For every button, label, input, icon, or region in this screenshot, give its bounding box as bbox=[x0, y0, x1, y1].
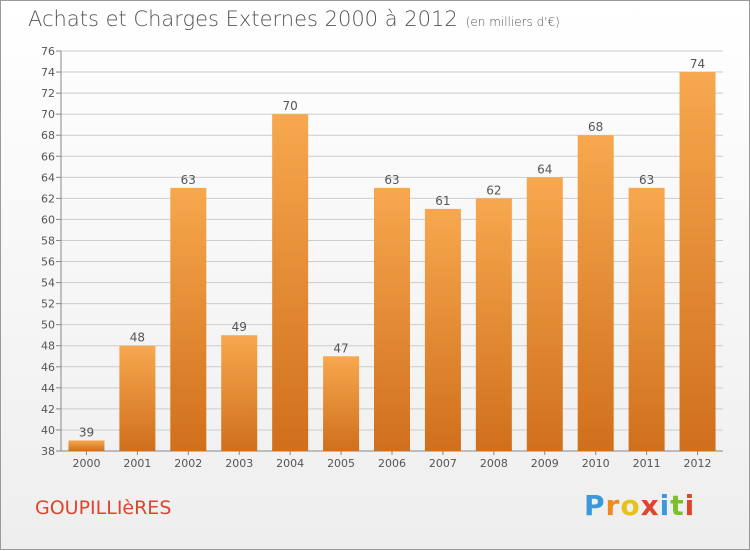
bar-value-label: 49 bbox=[232, 320, 247, 334]
chart-title: Achats et Charges Externes 2000 à 2012 (e… bbox=[28, 7, 560, 31]
x-tick-label: 2006 bbox=[378, 457, 406, 470]
bar-value-label: 63 bbox=[181, 173, 196, 187]
y-tick-label: 66 bbox=[41, 150, 55, 163]
bar bbox=[119, 345, 156, 451]
y-tick-label: 74 bbox=[41, 66, 55, 79]
y-tick-label: 56 bbox=[41, 256, 55, 269]
bar-value-label: 39 bbox=[79, 425, 94, 439]
bar-value-label: 47 bbox=[333, 341, 348, 355]
bar bbox=[323, 356, 360, 451]
logo-letter: r bbox=[605, 489, 621, 522]
y-tick-label: 40 bbox=[41, 424, 55, 437]
bar-value-label: 62 bbox=[486, 183, 501, 197]
y-tick-label: 50 bbox=[41, 319, 55, 332]
logo-letter: t bbox=[670, 489, 685, 522]
y-tick-label: 70 bbox=[41, 108, 55, 121]
x-tick-label: 2003 bbox=[225, 457, 253, 470]
bar bbox=[68, 440, 105, 451]
x-tick-label: 2007 bbox=[429, 457, 457, 470]
bar-value-label: 63 bbox=[384, 173, 399, 187]
y-tick-label: 42 bbox=[41, 403, 55, 416]
x-tick-label: 2000 bbox=[72, 457, 100, 470]
y-tick-label: 46 bbox=[41, 361, 55, 374]
y-tick-label: 38 bbox=[41, 445, 55, 458]
bar-value-label: 74 bbox=[690, 57, 705, 71]
y-tick-label: 60 bbox=[41, 213, 55, 226]
y-tick-label: 44 bbox=[41, 382, 55, 395]
bar bbox=[475, 198, 512, 451]
x-tick-label: 2010 bbox=[582, 457, 610, 470]
bar bbox=[679, 72, 716, 451]
logo-letter: i bbox=[659, 489, 671, 522]
x-tick-label: 2008 bbox=[480, 457, 508, 470]
bar bbox=[374, 187, 410, 451]
y-tick-label: 76 bbox=[41, 45, 55, 58]
bar bbox=[577, 135, 614, 452]
x-tick-label: 2004 bbox=[276, 457, 304, 470]
y-tick-label: 64 bbox=[41, 171, 55, 184]
bar-value-label: 63 bbox=[639, 173, 654, 187]
y-tick-label: 52 bbox=[41, 298, 55, 311]
proxiti-logo: Proxiti bbox=[584, 489, 695, 522]
bar bbox=[170, 187, 207, 451]
logo-letter: i bbox=[684, 489, 696, 522]
y-tick-label: 58 bbox=[41, 234, 55, 247]
bar-value-label: 70 bbox=[283, 99, 298, 113]
bar bbox=[424, 208, 461, 451]
bar bbox=[272, 114, 309, 451]
bar-value-label: 61 bbox=[435, 194, 450, 208]
x-tick-label: 2012 bbox=[684, 457, 712, 470]
bar bbox=[221, 335, 258, 451]
logo-letter: o bbox=[620, 489, 641, 522]
logo-letter: x bbox=[640, 489, 660, 522]
commune-name: GOUPILLIèRES bbox=[35, 497, 172, 519]
y-tick-label: 72 bbox=[41, 87, 55, 100]
x-tick-label: 2011 bbox=[633, 457, 661, 470]
y-tick-label: 54 bbox=[41, 277, 55, 290]
chart-title-text: Achats et Charges Externes 2000 à 2012 bbox=[28, 7, 458, 31]
bar-value-label: 64 bbox=[537, 162, 552, 176]
y-tick-label: 48 bbox=[41, 340, 55, 353]
bar bbox=[628, 187, 665, 451]
y-tick-label: 62 bbox=[41, 192, 55, 205]
x-tick-label: 2009 bbox=[531, 457, 559, 470]
y-tick-label: 68 bbox=[41, 129, 55, 142]
x-tick-label: 2001 bbox=[123, 457, 151, 470]
bar-value-label: 48 bbox=[130, 331, 145, 345]
bar bbox=[526, 177, 563, 451]
bar-value-label: 68 bbox=[588, 120, 603, 134]
x-tick-label: 2002 bbox=[174, 457, 202, 470]
chart-subtitle: (en milliers d'€) bbox=[465, 15, 560, 29]
x-tick-label: 2005 bbox=[327, 457, 355, 470]
logo-letter: P bbox=[584, 489, 606, 522]
